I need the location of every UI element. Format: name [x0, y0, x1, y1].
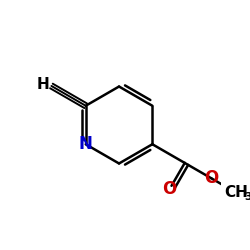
Text: O: O	[162, 180, 177, 198]
Text: O: O	[204, 169, 218, 187]
Text: H: H	[37, 77, 50, 92]
Text: N: N	[79, 135, 93, 153]
Text: 3: 3	[244, 192, 250, 202]
Text: CH: CH	[224, 185, 248, 200]
